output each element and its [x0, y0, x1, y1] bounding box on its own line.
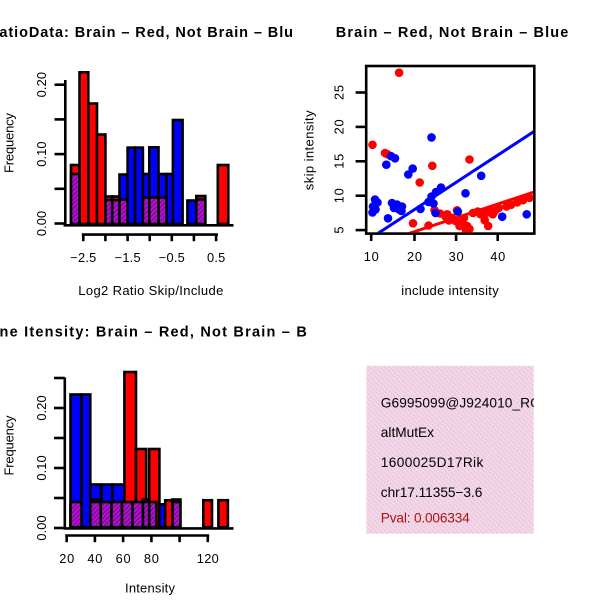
- svg-text:0.00: 0.00: [34, 211, 49, 236]
- svg-text:0.20: 0.20: [34, 72, 49, 97]
- svg-text:20: 20: [332, 119, 347, 134]
- svg-text:10: 10: [332, 188, 347, 203]
- svg-text:0.10: 0.10: [34, 141, 49, 166]
- svg-text:20: 20: [407, 249, 422, 264]
- svg-text:0.00: 0.00: [34, 515, 49, 540]
- svg-text:Frequency: Frequency: [2, 415, 17, 476]
- svg-text:0.5: 0.5: [207, 250, 225, 265]
- svg-text:60: 60: [116, 551, 131, 566]
- svg-text:40: 40: [87, 551, 102, 566]
- svg-text:30: 30: [449, 249, 464, 264]
- svg-text:chr17.11355−3.6: chr17.11355−3.6: [381, 485, 483, 500]
- svg-text:0.10: 0.10: [34, 455, 49, 480]
- svg-text:−0.5: −0.5: [159, 250, 185, 265]
- svg-text:Log2 Ratio Skip/Include: Log2 Ratio Skip/Include: [78, 283, 223, 298]
- svg-text:0.20: 0.20: [34, 395, 49, 420]
- svg-text:Frequency: Frequency: [2, 113, 17, 174]
- svg-text:80: 80: [144, 551, 159, 566]
- svg-text:5: 5: [332, 227, 347, 234]
- svg-text:RatioData: Brain – Red, Not Br: RatioData: Brain – Red, Not Brain – Blu: [0, 25, 293, 41]
- svg-text:20: 20: [59, 551, 74, 566]
- svg-text:Brain – Red, Not Brain – Blue: Brain – Red, Not Brain – Blue: [336, 25, 569, 41]
- svg-text:40: 40: [490, 249, 505, 264]
- svg-text:Pval: 0.006334: Pval: 0.006334: [381, 510, 470, 525]
- svg-text:25: 25: [332, 85, 347, 100]
- svg-text:ne Itensity: Brain – Red, Not: ne Itensity: Brain – Red, Not Brain – B: [0, 325, 307, 341]
- svg-text:1600025D17Rik: 1600025D17Rik: [381, 455, 484, 470]
- svg-text:include intensity: include intensity: [401, 283, 499, 298]
- svg-text:−1.5: −1.5: [115, 250, 141, 265]
- svg-text:15: 15: [332, 154, 347, 169]
- svg-text:Intensity: Intensity: [125, 581, 176, 596]
- svg-text:120: 120: [197, 551, 219, 566]
- svg-text:10: 10: [364, 249, 379, 264]
- svg-text:G6995099@J924010_RG: G6995099@J924010_RG: [381, 396, 541, 411]
- svg-text:skip intensity: skip intensity: [301, 110, 316, 190]
- svg-text:altMutEx: altMutEx: [381, 425, 434, 440]
- svg-text:−2.5: −2.5: [70, 250, 96, 265]
